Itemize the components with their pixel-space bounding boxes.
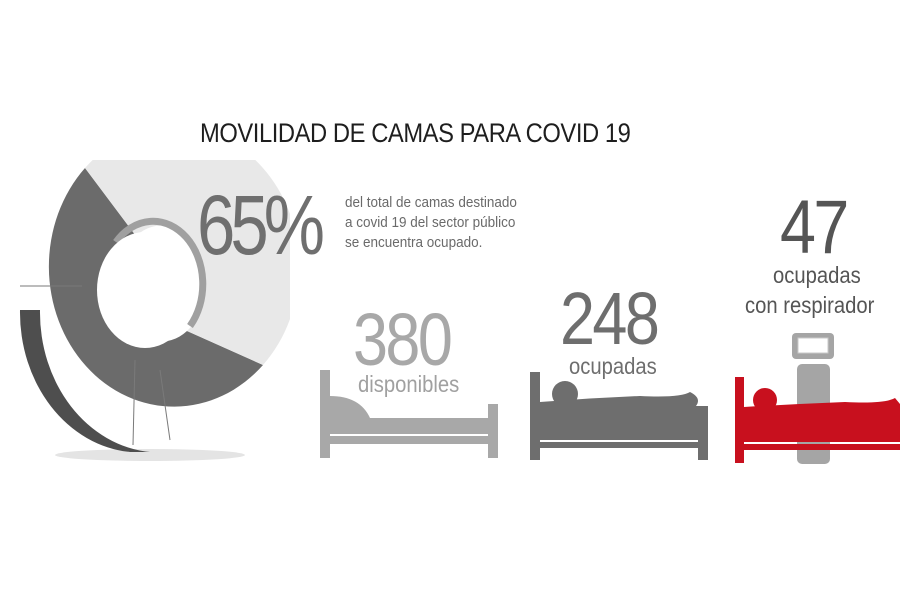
occupied-count: 248 xyxy=(560,277,660,360)
empty-bed-icon xyxy=(320,370,498,458)
percent-description: del total de camas destinado a covid 19 … xyxy=(345,194,517,251)
donut-slice-free xyxy=(85,160,290,365)
donut-slice-occupied xyxy=(48,168,263,407)
ventilator-label-line1: ocupadas xyxy=(773,262,861,288)
page-title: MOVILIDAD DE CAMAS PARA COVID 19 xyxy=(200,118,631,148)
occupied-label: ocupadas xyxy=(569,353,657,379)
available-label: disponibles xyxy=(358,371,460,397)
ventilator-label-line2: con respirador xyxy=(745,292,875,318)
ventilator-count: 47 xyxy=(780,185,849,270)
percent-occupied: 65% xyxy=(197,178,325,272)
occupied-bed-icon xyxy=(530,372,708,460)
available-count: 380 xyxy=(353,298,453,381)
donut-chart xyxy=(19,160,290,461)
bed-with-ventilator-icon xyxy=(735,333,900,464)
